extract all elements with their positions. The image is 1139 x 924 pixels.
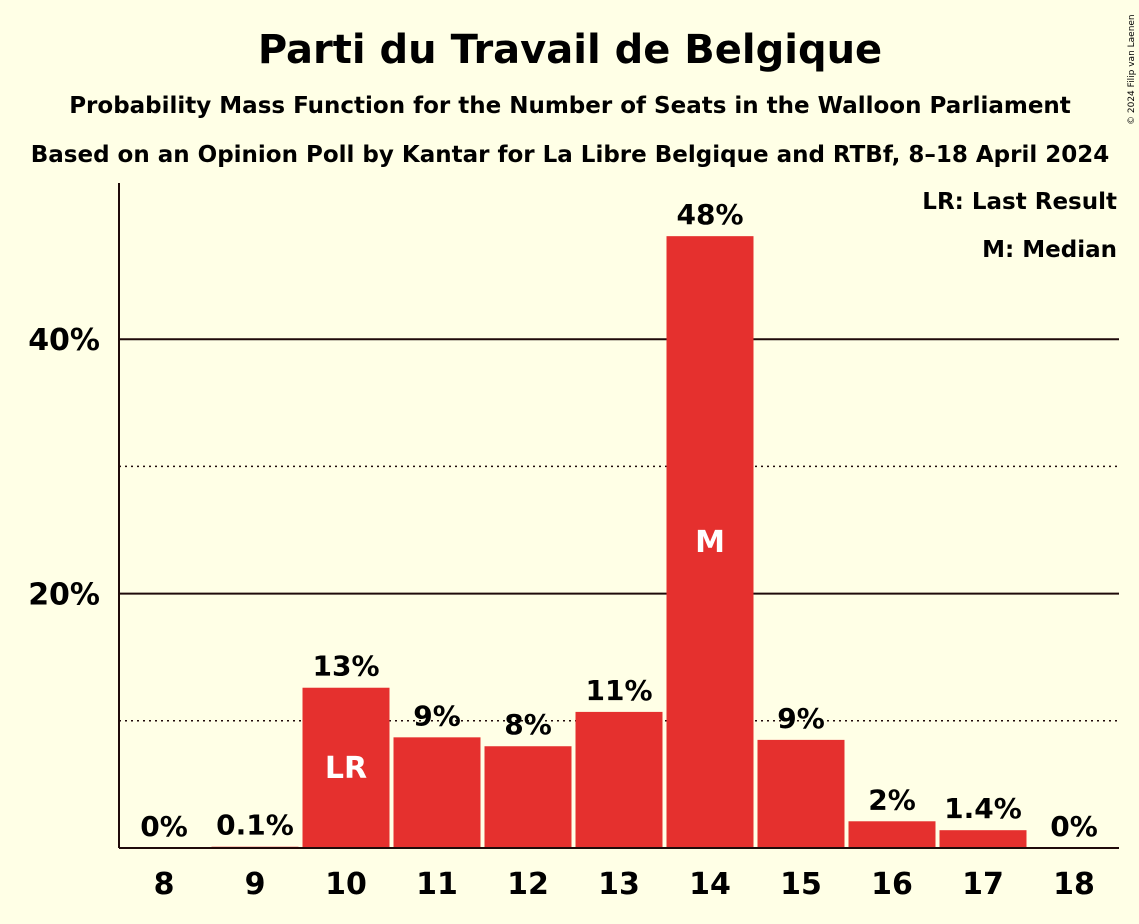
bar-17 bbox=[939, 830, 1027, 848]
bar-10 bbox=[302, 687, 390, 848]
x-tick-label: 8 bbox=[154, 867, 175, 902]
bar-marker-m: M bbox=[695, 525, 725, 560]
x-tick-label: 12 bbox=[507, 867, 549, 902]
x-tick-label: 14 bbox=[689, 867, 731, 902]
chart-subtitle-poll: Based on an Opinion Poll by Kantar for L… bbox=[31, 142, 1109, 168]
bar-15 bbox=[757, 739, 845, 848]
x-tick-label: 16 bbox=[871, 867, 913, 902]
bars bbox=[211, 236, 1027, 849]
bar-12 bbox=[484, 746, 572, 848]
x-tick-label: 17 bbox=[962, 867, 1004, 902]
value-label-10: 13% bbox=[312, 650, 379, 683]
gridlines bbox=[119, 338, 1119, 722]
bar-11 bbox=[393, 737, 481, 848]
value-label-16: 2% bbox=[868, 783, 916, 816]
value-label-9: 0.1% bbox=[216, 809, 294, 842]
x-tick-label: 18 bbox=[1053, 867, 1095, 902]
chart-title: Parti du Travail de Belgique bbox=[258, 27, 882, 73]
y-tick-label: 20% bbox=[28, 578, 100, 613]
bar-13 bbox=[575, 711, 663, 848]
bar-marker-lr: LR bbox=[325, 751, 367, 786]
value-label-8: 0% bbox=[140, 810, 188, 843]
x-tick-label: 11 bbox=[416, 867, 458, 902]
x-tick-label: 15 bbox=[780, 867, 822, 902]
value-label-11: 9% bbox=[413, 699, 461, 732]
value-labels: 0% 0.1% 13% 9% 8% 11% 48% 9% 2% 1.4% 0% LR M bbox=[140, 198, 1098, 843]
x-tick-label: 13 bbox=[598, 867, 640, 902]
x-tick-label: 9 bbox=[245, 867, 266, 902]
x-tick-label: 10 bbox=[325, 867, 367, 902]
value-label-12: 8% bbox=[504, 708, 552, 741]
value-label-13: 11% bbox=[585, 674, 652, 707]
value-label-17: 1.4% bbox=[944, 792, 1022, 825]
legend-last-result: LR: Last Result bbox=[922, 189, 1117, 215]
chart-subtitle: Probability Mass Function for the Number… bbox=[69, 93, 1071, 119]
value-label-18: 0% bbox=[1050, 810, 1098, 843]
value-label-14: 48% bbox=[676, 198, 743, 231]
bar-16 bbox=[848, 821, 936, 848]
bar-14 bbox=[666, 236, 754, 849]
axes: 20% 40% 8 9 10 11 12 13 14 15 16 17 18 bbox=[28, 183, 1119, 902]
y-tick-label: 40% bbox=[28, 323, 100, 358]
copyright-text: © 2024 Filip van Laenen bbox=[1127, 14, 1137, 125]
legend-median: M: Median bbox=[982, 237, 1117, 263]
value-label-15: 9% bbox=[777, 702, 825, 735]
